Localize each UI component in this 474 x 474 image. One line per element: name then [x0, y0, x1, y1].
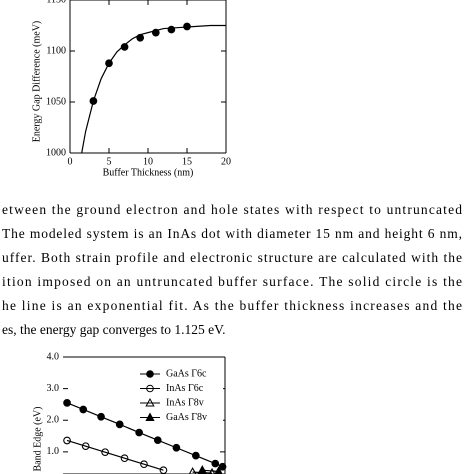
series-line [66, 439, 164, 471]
caption-line: uffer. Both strain profile and electroni… [2, 250, 462, 265]
y-tick-label: 1050 [46, 96, 66, 107]
caption-line: he line is an exponential fit. As the bu… [2, 298, 462, 313]
legend-label: GaAs Γ6c [166, 368, 207, 379]
data-point [79, 405, 88, 414]
y-axis-label: Band Edge (eV) [32, 407, 43, 472]
x-tick-label: 5 [107, 156, 112, 167]
series-line [66, 402, 223, 468]
y-tick-label: 1000 [46, 147, 66, 158]
x-tick-label: 20 [221, 156, 231, 167]
caption-line: The modeled system is an InAs dot with d… [2, 226, 462, 241]
data-point [218, 462, 227, 471]
y-tick-label: 4.0 [47, 351, 60, 362]
y-tick-label: 1.0 [47, 446, 60, 457]
data-point [63, 436, 71, 445]
data-point [172, 443, 181, 452]
x-tick-label: 15 [182, 156, 192, 167]
data-point [167, 25, 176, 34]
caption-line: es, the energy gap converges to 1.125 eV… [2, 322, 225, 337]
caption-line: ition imposed on an untruncated buffer s… [2, 274, 462, 289]
data-point [135, 428, 143, 437]
series-line [81, 24, 226, 154]
data-point [159, 466, 168, 474]
legend-marker [145, 412, 155, 421]
x-tick-label: 10 [143, 156, 153, 167]
data-point [101, 448, 109, 457]
data-point [153, 436, 162, 445]
legend-label: InAs Γ8v [166, 397, 204, 408]
legend-label: GaAs Γ8v [166, 412, 207, 423]
y-tick-label: 2.0 [47, 415, 60, 426]
y-tick-label: 1100 [46, 45, 66, 56]
data-point [97, 412, 105, 421]
legend-marker [146, 384, 154, 393]
legend-marker [146, 370, 154, 378]
data-point [63, 399, 71, 407]
data-point [208, 467, 216, 474]
data-point [140, 460, 148, 469]
data-point [120, 454, 129, 463]
data-point [120, 43, 129, 51]
x-tick-label: 0 [68, 156, 73, 167]
legend-marker [145, 397, 155, 407]
data-point [197, 465, 208, 474]
legend-label: InAs Γ6c [166, 383, 204, 394]
data-point [191, 451, 200, 460]
data-point [81, 442, 90, 451]
caption-line: etween the ground electron and hole stat… [2, 202, 462, 217]
data-point [211, 459, 220, 468]
data-point [115, 420, 124, 429]
x-axis-label: Buffer Thickness (nm) [103, 167, 194, 178]
y-tick-label: 1150 [46, 0, 66, 5]
data-point [214, 466, 223, 474]
y-tick-label: 3.0 [47, 383, 60, 394]
y-axis-label: Energy Gap Difference (meV) [31, 21, 42, 143]
data-point [188, 466, 197, 474]
